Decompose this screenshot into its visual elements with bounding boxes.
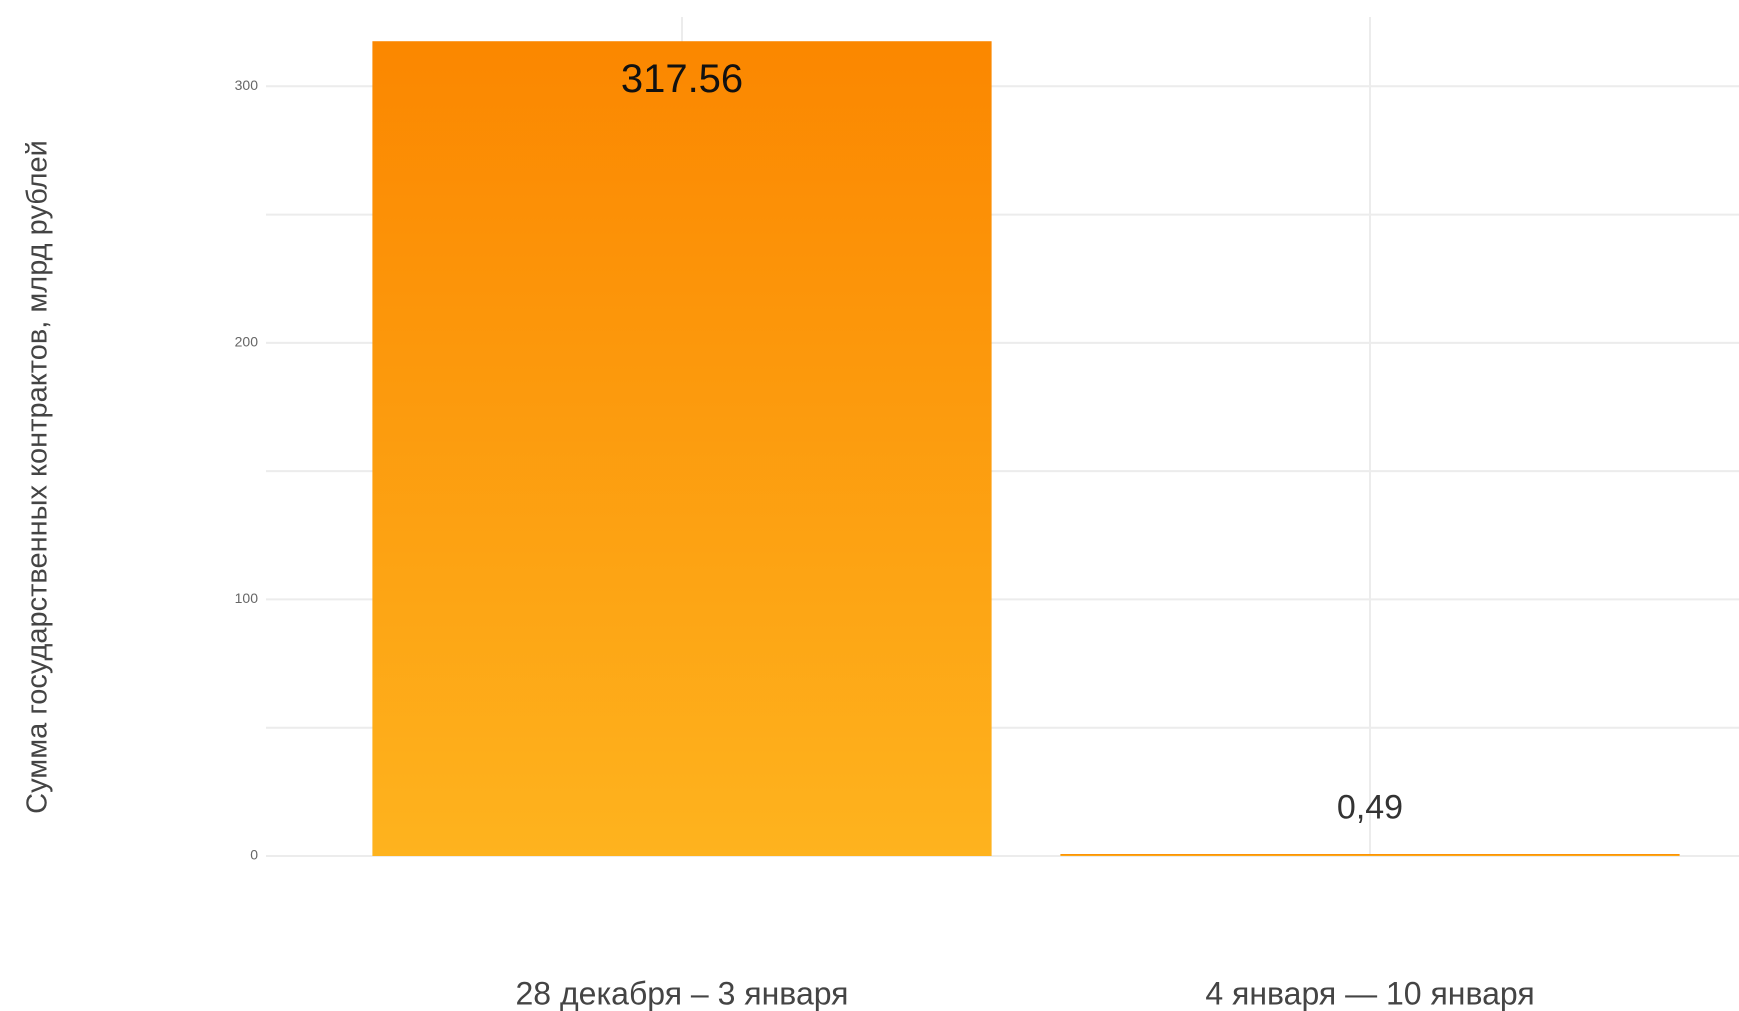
y-tick-label: 300 — [235, 77, 259, 93]
value-label: 0,49 — [1337, 789, 1403, 827]
y-tick-label: 0 — [250, 847, 258, 863]
value-label: 317.56 — [621, 57, 743, 101]
y-tick-label: 100 — [235, 590, 259, 606]
y-axis-label: Сумма государственных контрактов, млрд р… — [22, 140, 54, 814]
bar — [1060, 854, 1680, 856]
x-tick-label: 28 декабря – 3 января — [515, 975, 848, 1011]
y-tick-label: 200 — [235, 334, 259, 350]
x-tick-label: 4 января — 10 января — [1205, 975, 1534, 1011]
bar — [372, 41, 992, 856]
